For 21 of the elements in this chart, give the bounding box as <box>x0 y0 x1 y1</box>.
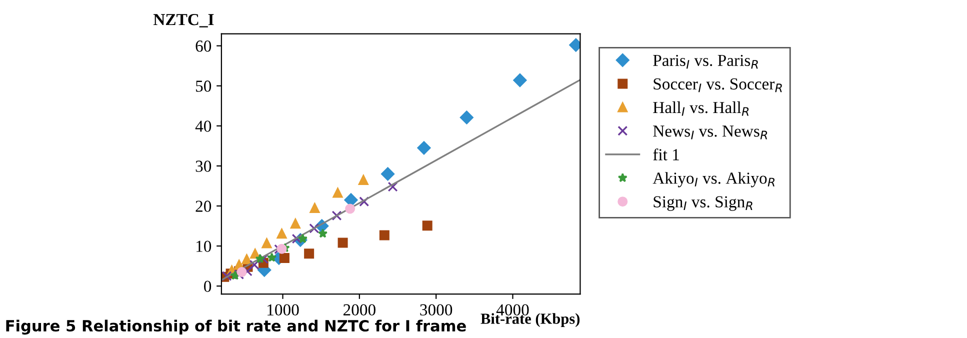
y-axis-title: NZTC_I <box>153 14 214 28</box>
x-axis-title: Bit-rate (Kbps) <box>480 313 580 328</box>
y-tick-label: 20 <box>196 200 212 212</box>
y-tick-label: 60 <box>196 40 212 52</box>
y-tick-label: 10 <box>196 240 212 252</box>
y-tick-label: 0 <box>204 280 212 292</box>
legend-label: Soccer$_{I}$ vs. Soccer$_{R}$ <box>654 78 782 92</box>
legend-label: Hall$_{I}$ vs. Hall$_{R}$ <box>653 101 749 116</box>
y-tick-label: 50 <box>196 80 212 92</box>
caption: Figure 5 Relationship of bit rate and NZTC for I frame <box>6 320 466 335</box>
x-tick-label: 3000 <box>420 304 452 316</box>
x-tick-label: 1000 <box>268 304 299 316</box>
legend-label: Akiyo$_{I}$ vs. Akiyo$_{R}$ <box>652 172 774 188</box>
y-tick-label: 40 <box>195 120 212 132</box>
x-tick-label: 2000 <box>343 304 376 316</box>
legend-label: fit 1 <box>653 148 679 160</box>
x-tick-label: 4000 <box>496 304 529 316</box>
legend-label: Paris$_{I}$ vs. Paris$_{R}$ <box>653 54 758 69</box>
y-tick-label: 30 <box>196 160 212 172</box>
legend-label: News$_{I}$ vs. News$_{R}$ <box>653 126 768 140</box>
legend-label: Sign$_{I}$ vs. Sign$_{R}$ <box>654 196 752 211</box>
